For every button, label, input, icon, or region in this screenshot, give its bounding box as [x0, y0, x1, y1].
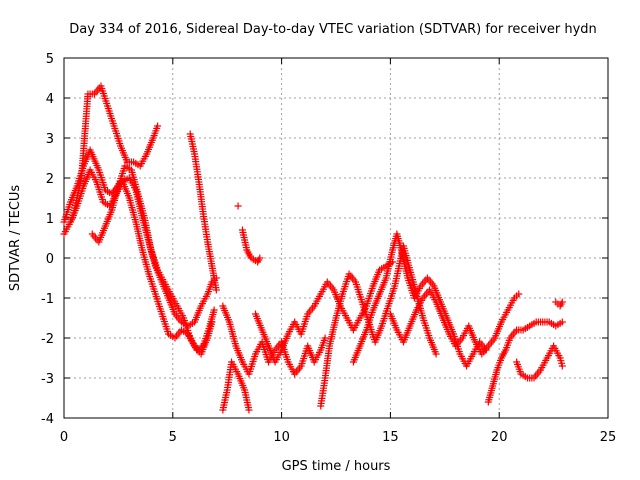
series-trace-15 — [513, 342, 566, 382]
series-trace-9 — [234, 202, 242, 210]
data-point-marker — [558, 318, 566, 326]
series-trace-12 — [349, 230, 490, 370]
y-tick-label: 1 — [46, 212, 54, 227]
y-tick-label: 5 — [46, 52, 54, 67]
x-axis-label: GPS time / hours — [282, 459, 391, 474]
y-tick-label: -2 — [41, 332, 54, 347]
y-tick-label: -4 — [41, 412, 54, 427]
data-point-marker — [432, 350, 440, 358]
data-point-marker — [234, 202, 242, 210]
x-tick-label: 10 — [273, 430, 290, 445]
series-trace-7 — [219, 302, 329, 378]
axis-ticks: 0 5 10 15 20 25 -4 -3 -2 -1 0 1 2 3 4 5 — [41, 52, 616, 445]
series-trace-14 — [484, 318, 566, 406]
y-tick-label: -3 — [41, 372, 54, 387]
y-tick-label: -1 — [41, 292, 54, 307]
data-point-marker — [321, 334, 329, 342]
x-tick-label: 20 — [491, 430, 508, 445]
series-trace-8 — [238, 226, 264, 266]
series-trace-11 — [317, 242, 440, 410]
series-trace-16 — [552, 298, 566, 310]
series-trace-10 — [251, 258, 397, 366]
series-trace-6 — [219, 358, 253, 414]
series-trace-5 — [186, 130, 220, 294]
y-tick-label: 2 — [46, 172, 54, 187]
series-trace-3 — [69, 82, 162, 222]
data-point-marker — [558, 298, 566, 306]
data-point-marker — [558, 362, 566, 370]
x-tick-label: 5 — [169, 430, 177, 445]
x-tick-label: 15 — [382, 430, 399, 445]
data-point-marker — [245, 406, 253, 414]
x-tick-label: 0 — [60, 430, 68, 445]
plot-frame — [63, 57, 609, 419]
series-trace-4 — [88, 162, 218, 354]
data-point-marker — [210, 306, 218, 314]
data-point-marker — [212, 286, 220, 294]
y-tick-label: 0 — [46, 252, 54, 267]
data-point-marker — [154, 122, 162, 130]
data-point-marker — [256, 254, 264, 262]
series-trace-13 — [386, 286, 523, 358]
data-points — [60, 82, 566, 414]
chart-title: Day 334 of 2016, Sidereal Day-to-day VTE… — [69, 22, 597, 37]
y-tick-label: 3 — [46, 132, 54, 147]
y-tick-label: 4 — [46, 92, 54, 107]
data-point-marker — [515, 290, 523, 298]
x-tick-label: 25 — [600, 430, 617, 445]
y-axis-label: SDTVAR / TECUs — [8, 185, 23, 292]
